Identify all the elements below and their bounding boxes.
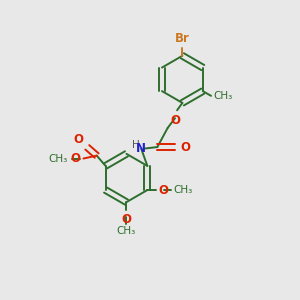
Text: O: O [74, 133, 84, 146]
Text: O: O [158, 184, 169, 196]
Text: O: O [122, 213, 131, 226]
Text: Br: Br [175, 32, 190, 45]
Text: N: N [136, 142, 146, 155]
Text: O: O [70, 152, 80, 165]
Text: O: O [170, 114, 180, 127]
Text: CH₃: CH₃ [117, 226, 136, 236]
Text: CH₃: CH₃ [173, 185, 193, 195]
Text: O: O [180, 141, 190, 154]
Text: CH₃: CH₃ [213, 92, 232, 101]
Text: CH₃: CH₃ [48, 154, 67, 164]
Text: H: H [132, 140, 140, 150]
